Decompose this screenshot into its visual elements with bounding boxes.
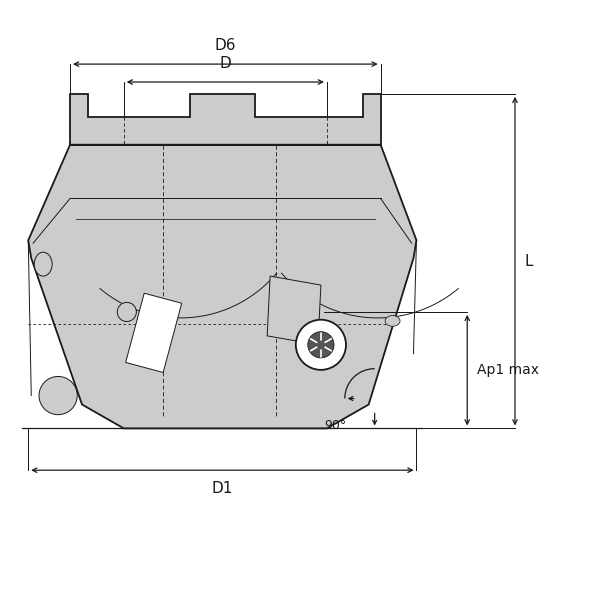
Circle shape [296, 320, 346, 370]
Polygon shape [28, 145, 416, 428]
Circle shape [308, 332, 334, 358]
Text: D6: D6 [215, 38, 236, 53]
Text: 90°: 90° [325, 419, 347, 433]
Text: D: D [220, 56, 231, 71]
Circle shape [39, 376, 77, 415]
Text: Ap1 max: Ap1 max [477, 363, 539, 377]
Ellipse shape [34, 252, 52, 276]
Text: D1: D1 [212, 481, 233, 496]
Polygon shape [125, 293, 182, 373]
Polygon shape [267, 276, 321, 345]
Text: L: L [524, 254, 533, 269]
Polygon shape [70, 94, 380, 145]
Circle shape [117, 302, 136, 322]
Ellipse shape [385, 316, 400, 326]
